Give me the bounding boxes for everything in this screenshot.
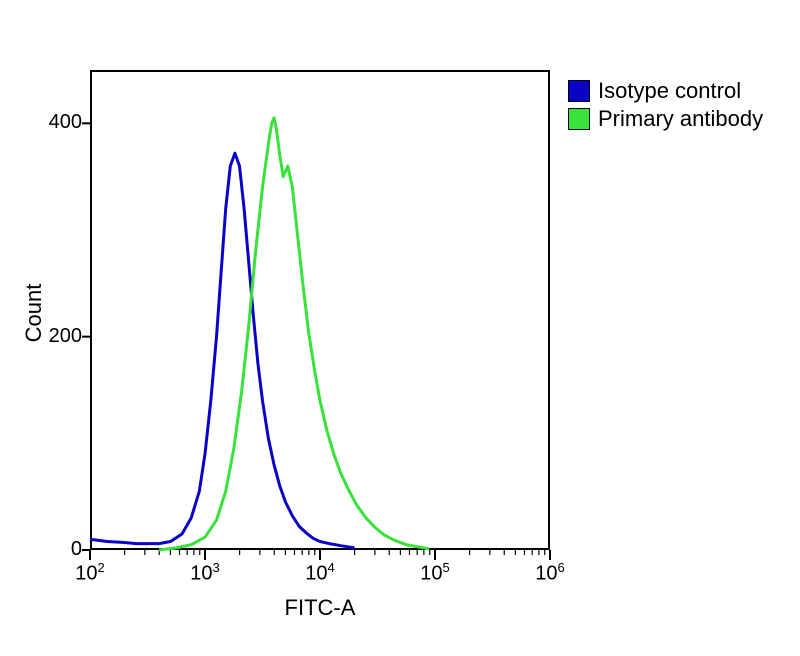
legend-item: Primary antibody: [568, 106, 763, 132]
x-tick-label: 102: [60, 560, 120, 586]
x-axis-label: FITC-A: [260, 595, 380, 621]
legend-item: Isotype control: [568, 78, 763, 104]
plot-frame: [90, 70, 550, 550]
legend-label: Primary antibody: [598, 106, 763, 132]
legend-swatch: [568, 80, 590, 102]
chart-root: Count FITC-A Isotype controlPrimary anti…: [0, 0, 800, 656]
y-tick-label: 0: [32, 538, 82, 561]
x-tick-label: 106: [520, 560, 580, 586]
legend-swatch: [568, 108, 590, 130]
x-tick-label: 103: [175, 560, 235, 586]
y-tick-label: 200: [32, 325, 82, 348]
legend-label: Isotype control: [598, 78, 741, 104]
y-tick-label: 400: [32, 111, 82, 134]
x-tick-label: 104: [290, 560, 350, 586]
x-tick-label: 105: [405, 560, 465, 586]
legend: Isotype controlPrimary antibody: [568, 78, 763, 134]
